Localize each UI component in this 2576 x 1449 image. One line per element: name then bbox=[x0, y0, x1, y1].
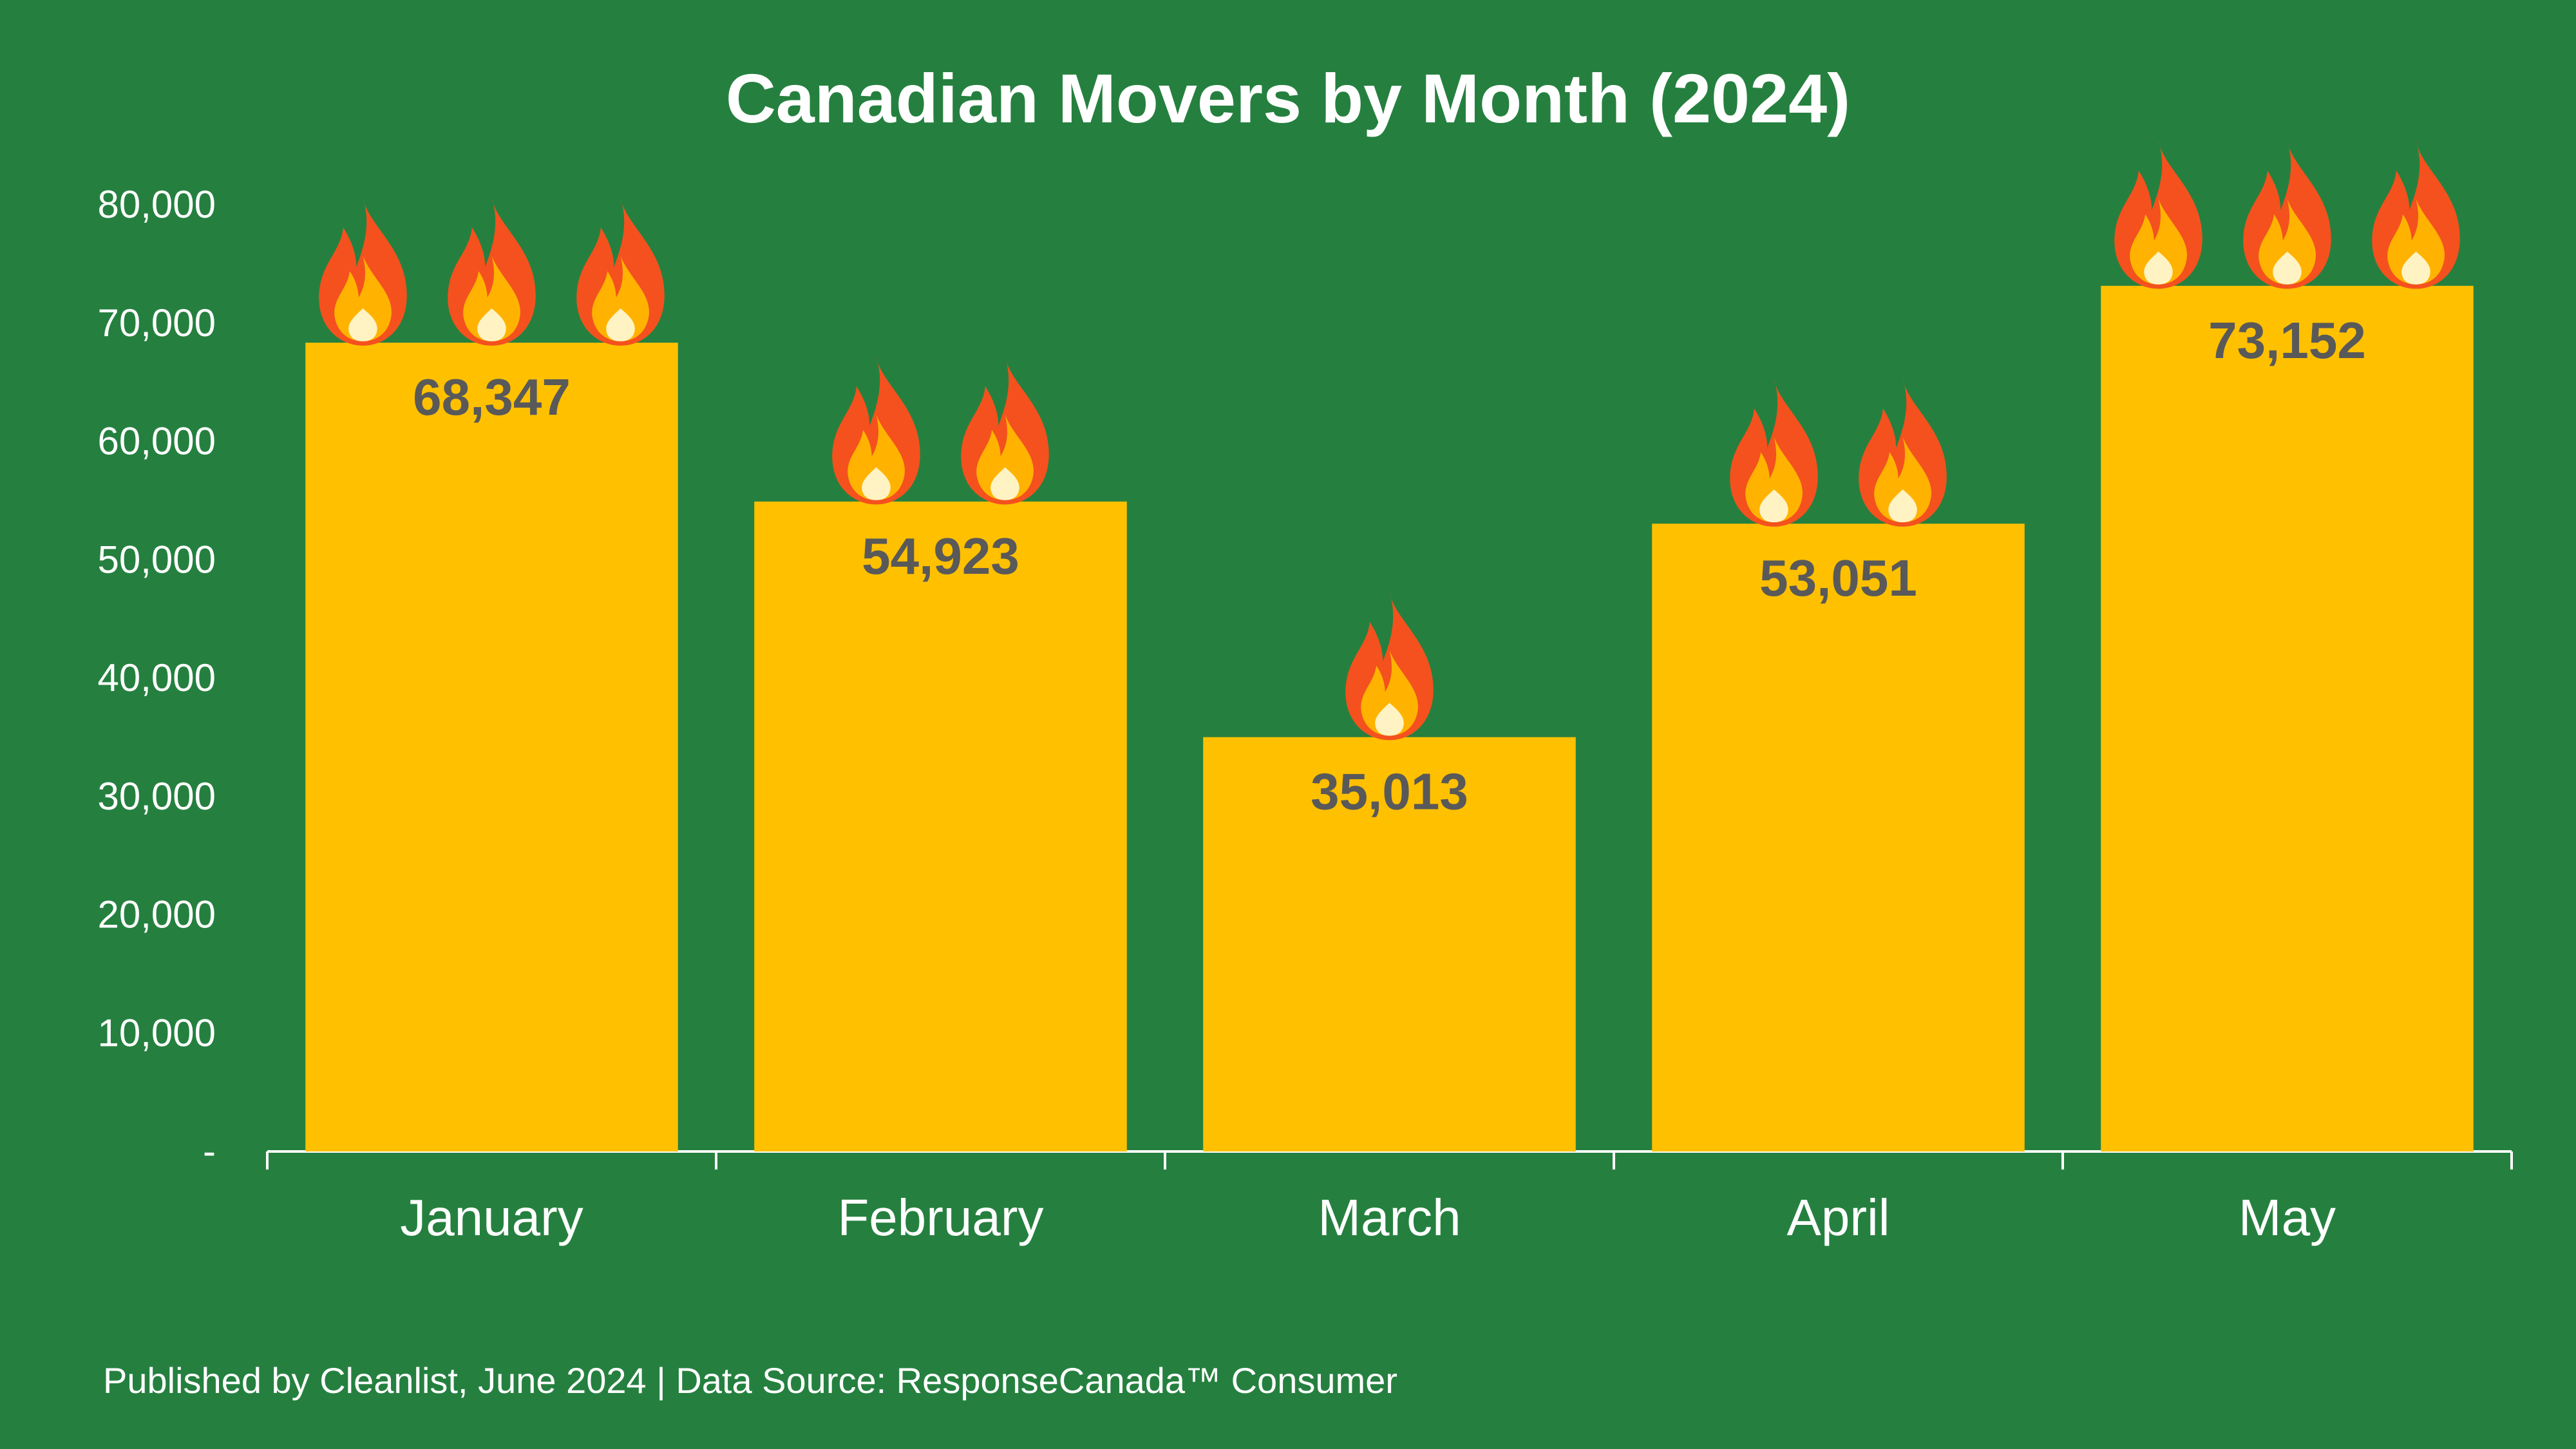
footer-source: Published by Cleanlist, June 2024 | Data… bbox=[103, 1360, 1397, 1401]
flame-icon bbox=[576, 198, 665, 346]
bar-data-label: 54,923 bbox=[862, 527, 1019, 585]
x-category-label: January bbox=[400, 1189, 583, 1246]
x-category-label: February bbox=[837, 1189, 1043, 1246]
flame-icon bbox=[448, 198, 536, 346]
flame-icon bbox=[961, 356, 1049, 505]
y-tick-label: 40,000 bbox=[97, 656, 216, 699]
flame-icon bbox=[1730, 379, 1818, 527]
y-tick-label: 10,000 bbox=[97, 1011, 216, 1054]
flame-icon bbox=[2372, 140, 2460, 289]
flame-icon bbox=[319, 198, 407, 346]
flame-icon bbox=[1859, 379, 1947, 527]
bar-data-label: 35,013 bbox=[1311, 763, 1468, 820]
y-tick-label: 50,000 bbox=[97, 538, 216, 581]
bar-data-label: 53,051 bbox=[1759, 549, 1917, 607]
bar bbox=[1652, 524, 2025, 1151]
flame-icon bbox=[2243, 140, 2331, 289]
y-tick-label: 70,000 bbox=[97, 301, 216, 345]
y-tick-label: - bbox=[203, 1130, 216, 1173]
x-category-label: March bbox=[1318, 1189, 1461, 1246]
bar bbox=[305, 343, 678, 1151]
y-axis: - 10,000 20,000 30,000 40,000 50,000 60,000 70,… bbox=[97, 183, 216, 1173]
y-tick-label: 20,000 bbox=[97, 893, 216, 936]
flame-icon bbox=[1345, 592, 1434, 741]
bar bbox=[754, 501, 1127, 1151]
bar-data-label: 68,347 bbox=[413, 368, 571, 426]
y-tick-label: 60,000 bbox=[97, 420, 216, 463]
bars: 68,347 54,923 35,013 53,051 73,152 bbox=[305, 285, 2474, 1151]
y-tick-label: 80,000 bbox=[97, 183, 216, 226]
x-category-label: May bbox=[2239, 1189, 2336, 1246]
y-tick-label: 30,000 bbox=[97, 775, 216, 818]
flame-icon bbox=[2114, 140, 2202, 289]
flame-icon bbox=[832, 356, 920, 505]
bar-data-label: 73,152 bbox=[2208, 312, 2366, 369]
chart-title: Canadian Movers by Month (2024) bbox=[726, 59, 1850, 137]
bar bbox=[1203, 737, 1576, 1151]
x-category-label: April bbox=[1786, 1189, 1889, 1246]
x-axis: January February March April May bbox=[266, 1150, 2513, 1246]
bar bbox=[2101, 285, 2474, 1151]
